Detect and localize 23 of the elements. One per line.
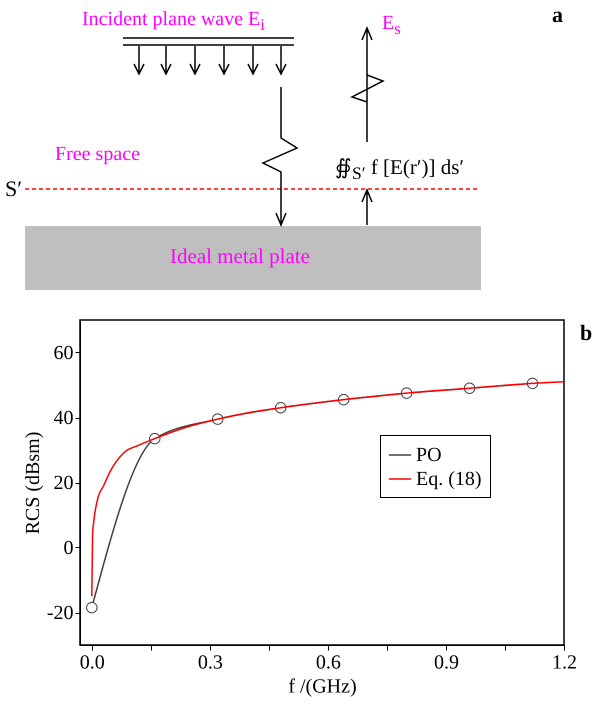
x-tick-label: 0.6 — [316, 652, 341, 674]
y-axis-title: RCS (dBsm) — [22, 432, 44, 534]
legend-label: PO — [416, 444, 442, 466]
y-tick-label: -20 — [46, 602, 74, 624]
x-tick-label: 0.9 — [434, 652, 459, 674]
x-tick-label: 0.0 — [80, 652, 105, 674]
y-tick-label: 20 — [54, 472, 74, 494]
x-tick-label: 1.2 — [552, 652, 577, 674]
text: a — [552, 2, 563, 28]
y-tick-label: 0 — [64, 537, 74, 559]
text: S′ — [5, 176, 22, 202]
chart-title: b — [580, 320, 592, 346]
y-tick-label: 60 — [54, 342, 74, 364]
point — [86, 602, 98, 614]
y-tick-label: 40 — [54, 407, 74, 429]
text: Free space — [55, 143, 140, 166]
legend-label: Eq. (18) — [416, 468, 482, 490]
text: Incident plane wave E$_{i}$ — [82, 8, 265, 35]
text: Ideal metal plate — [170, 244, 310, 269]
text: E$_{s}$ — [382, 12, 401, 39]
x-axis-title: f /(GHz) — [288, 676, 357, 698]
text: ∯$_{S′}$ f [E(r′)] ds′ — [335, 155, 464, 184]
x-tick-label: 0.3 — [198, 652, 223, 674]
